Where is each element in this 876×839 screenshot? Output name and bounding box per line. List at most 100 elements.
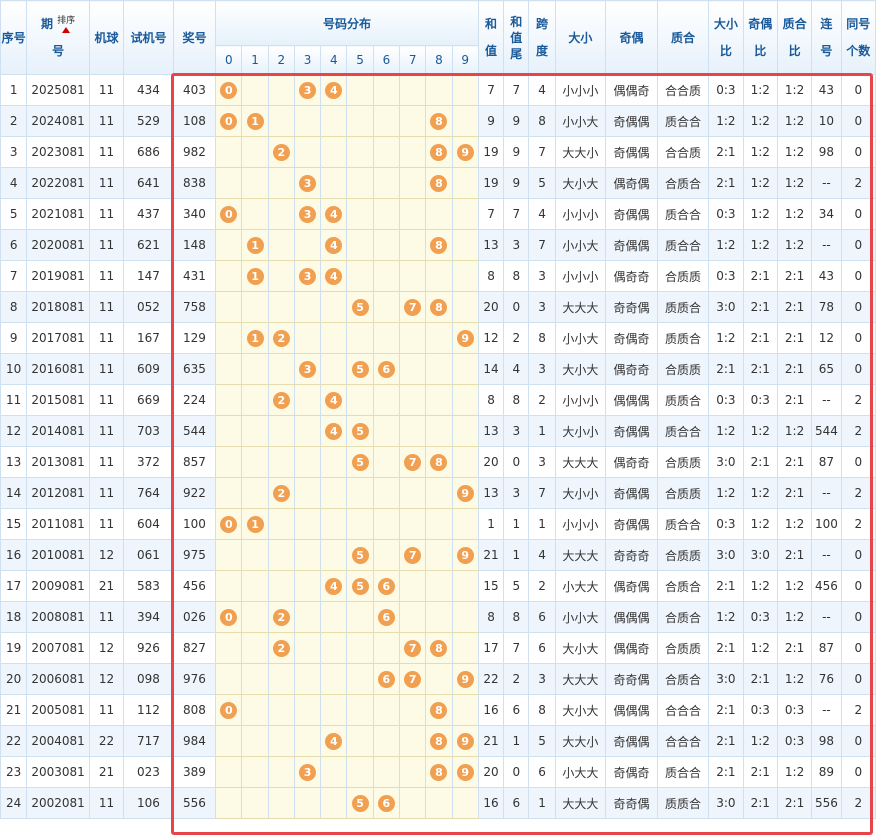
dist-cell bbox=[320, 508, 348, 540]
number-ball: 2 bbox=[272, 608, 290, 626]
cell-size: 大大大 bbox=[554, 446, 607, 478]
dist-cell: 4 bbox=[320, 198, 348, 230]
dist-cell: 9 bbox=[451, 663, 479, 695]
cell-seq: 21 bbox=[0, 694, 28, 726]
cell-seq: 13 bbox=[0, 446, 28, 478]
cell-prime: 质质合 bbox=[656, 384, 710, 416]
dist-cell: 7 bbox=[399, 446, 427, 478]
header-sum-tail: 和值尾 bbox=[503, 0, 530, 75]
cell-parity_ratio: 1:2 bbox=[742, 105, 778, 137]
cell-size: 小小大 bbox=[554, 105, 607, 137]
number-ball: 5 bbox=[351, 422, 369, 440]
cell-tail: 2 bbox=[503, 322, 530, 354]
cell-consec: 78 bbox=[811, 291, 842, 323]
cell-consec: -- bbox=[811, 601, 842, 633]
digit-header: 4 bbox=[320, 45, 348, 75]
cell-tail: 9 bbox=[503, 167, 530, 199]
dist-cell bbox=[215, 136, 243, 168]
number-ball: 7 bbox=[404, 298, 422, 316]
dist-cell bbox=[346, 756, 374, 788]
dist-cell bbox=[267, 291, 295, 323]
dist-cell bbox=[241, 570, 269, 602]
dist-cell: 6 bbox=[372, 787, 401, 819]
number-ball: 6 bbox=[377, 670, 395, 688]
cell-size_ratio: 3:0 bbox=[708, 663, 744, 695]
dist-cell: 1 bbox=[241, 105, 269, 137]
cell-seq: 18 bbox=[0, 601, 28, 633]
cell-parity_ratio: 2:1 bbox=[742, 291, 778, 323]
cell-parity: 偶奇奇 bbox=[605, 260, 658, 292]
cell-seq: 2 bbox=[0, 105, 28, 137]
cell-prime: 合质质 bbox=[656, 632, 710, 664]
cell-prime_ratio: 2:1 bbox=[776, 291, 813, 323]
cell-sum: 13 bbox=[477, 229, 505, 261]
cell-issue: 2012081 bbox=[26, 477, 90, 509]
table-row: 17 2009081 21 583 456 4 5 6 15 5 2 小大大 偶奇偶 合质合 2:1 1:2 1… bbox=[0, 570, 876, 602]
cell-consec: 456 bbox=[811, 570, 842, 602]
cell-machine: 12 bbox=[88, 663, 125, 695]
cell-prime_ratio: 1:2 bbox=[776, 756, 813, 788]
header-parity: 奇偶 bbox=[605, 0, 658, 75]
dist-cell bbox=[293, 725, 322, 757]
cell-tail: 5 bbox=[503, 570, 530, 602]
cell-prize: 922 bbox=[172, 477, 217, 509]
cell-same: 2 bbox=[840, 477, 876, 509]
cell-consec: 98 bbox=[811, 136, 842, 168]
dist-cell: 5 bbox=[346, 291, 374, 323]
dist-cell bbox=[215, 291, 243, 323]
sort-label[interactable]: 排序 bbox=[57, 15, 76, 26]
cell-consec: 43 bbox=[811, 260, 842, 292]
dist-cell bbox=[399, 353, 427, 385]
cell-tail: 6 bbox=[503, 787, 530, 819]
number-ball: 9 bbox=[456, 484, 474, 502]
dist-cell bbox=[267, 167, 295, 199]
cell-machine: 11 bbox=[88, 353, 125, 385]
cell-same: 0 bbox=[840, 725, 876, 757]
cell-trial: 098 bbox=[123, 663, 174, 695]
cell-prime: 质质合 bbox=[656, 787, 710, 819]
header-parity-ratio: 奇偶比 bbox=[742, 0, 778, 75]
number-ball: 3 bbox=[299, 174, 317, 192]
cell-size_ratio: 3:0 bbox=[708, 787, 744, 819]
dist-cell bbox=[399, 260, 427, 292]
number-ball: 6 bbox=[377, 794, 395, 812]
cell-same: 0 bbox=[840, 74, 876, 106]
cell-prime_ratio: 2:1 bbox=[776, 322, 813, 354]
dist-cell bbox=[267, 570, 295, 602]
cell-trial: 023 bbox=[123, 756, 174, 788]
cell-same: 0 bbox=[840, 570, 876, 602]
cell-trial: 669 bbox=[123, 384, 174, 416]
digit-header: 3 bbox=[293, 45, 322, 75]
dist-cell bbox=[320, 694, 348, 726]
cell-trial: 621 bbox=[123, 229, 174, 261]
dist-cell bbox=[320, 601, 348, 633]
cell-parity: 奇奇偶 bbox=[605, 787, 658, 819]
cell-prize: 635 bbox=[172, 353, 217, 385]
dist-cell bbox=[320, 756, 348, 788]
dist-cell bbox=[215, 663, 243, 695]
cell-size: 小小小 bbox=[554, 508, 607, 540]
cell-seq: 3 bbox=[0, 136, 28, 168]
dist-cell: 1 bbox=[241, 260, 269, 292]
cell-span: 5 bbox=[528, 167, 556, 199]
dist-cell: 4 bbox=[320, 384, 348, 416]
header-issue[interactable]: 期 排序 号 bbox=[26, 0, 90, 75]
cell-prize: 982 bbox=[172, 136, 217, 168]
cell-trial: 604 bbox=[123, 508, 174, 540]
dist-cell bbox=[293, 508, 322, 540]
cell-prime_ratio: 2:1 bbox=[776, 787, 813, 819]
dist-cell bbox=[320, 353, 348, 385]
number-ball: 0 bbox=[220, 205, 238, 223]
number-ball: 1 bbox=[246, 236, 264, 254]
dist-cell bbox=[293, 291, 322, 323]
sort-arrow-icon[interactable] bbox=[62, 26, 71, 33]
dist-cell bbox=[293, 570, 322, 602]
dist-cell: 0 bbox=[215, 694, 243, 726]
dist-cell: 1 bbox=[241, 508, 269, 540]
dist-cell: 7 bbox=[399, 539, 427, 571]
dist-cell bbox=[267, 105, 295, 137]
number-ball: 4 bbox=[325, 205, 343, 223]
cell-tail: 4 bbox=[503, 353, 530, 385]
cell-seq: 19 bbox=[0, 632, 28, 664]
dist-cell bbox=[267, 787, 295, 819]
